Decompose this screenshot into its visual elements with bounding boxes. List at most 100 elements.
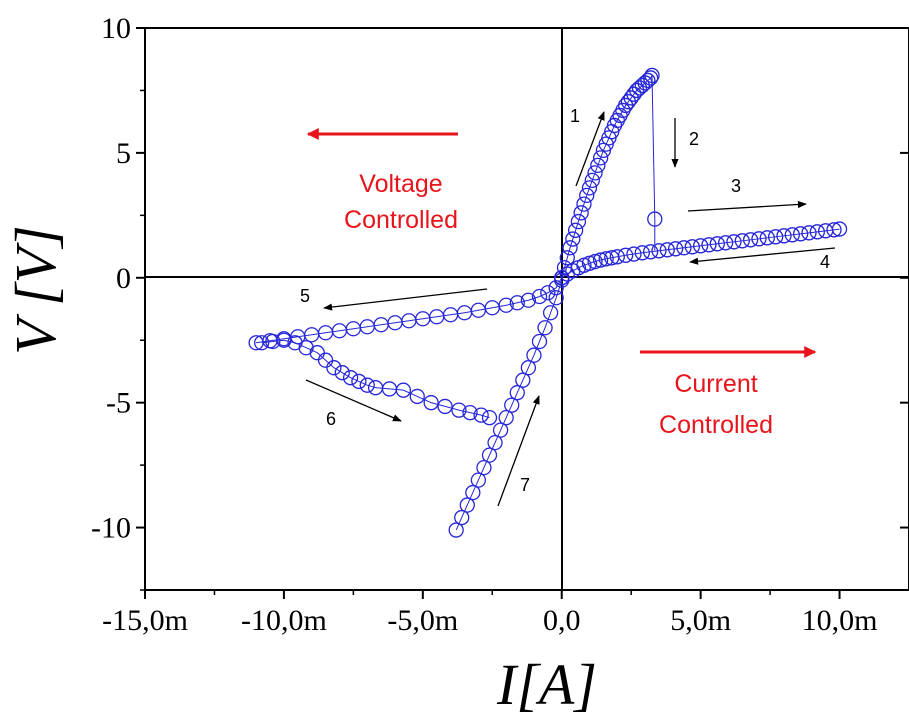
plot-frame — [144, 27, 909, 591]
data-point-1 — [562, 240, 578, 256]
data-point-3-4 — [717, 235, 734, 251]
data-point-6 — [395, 382, 412, 398]
data-point-3-4 — [592, 252, 609, 268]
data-point-5 — [359, 319, 375, 335]
series-line-5 — [256, 277, 563, 344]
x-tick-label: -15,0m — [102, 604, 188, 637]
data-point-3-4 — [598, 251, 614, 267]
data-point-7 — [470, 472, 487, 488]
data-point-7 — [465, 484, 481, 501]
data-point-7 — [542, 305, 559, 321]
data-point-7 — [509, 385, 525, 401]
branch-number-4: 4 — [820, 252, 830, 272]
data-point-6 — [462, 405, 478, 421]
branch-number-6: 6 — [326, 409, 336, 429]
data-point-3-4 — [609, 249, 625, 265]
connector-lines — [256, 75, 840, 531]
data-point-1 — [570, 213, 587, 230]
data-point-1 — [644, 67, 660, 84]
arrow-5 — [323, 288, 488, 311]
y-axis-title: V [V] — [3, 225, 68, 354]
data-point-3-4 — [676, 240, 692, 256]
data-point-1 — [642, 70, 659, 86]
data-point-7 — [459, 497, 475, 513]
branch-arrows — [305, 111, 836, 507]
data-point-3-4 — [642, 244, 659, 260]
data-point-6 — [409, 388, 425, 405]
x-tick-label: 5,0m — [670, 604, 731, 637]
data-point-5 — [415, 311, 431, 327]
branch-number-1: 1 — [570, 106, 580, 126]
data-point-6 — [265, 333, 281, 350]
data-point-1 — [579, 187, 595, 204]
arrow-1 — [575, 111, 605, 187]
x-tick-label: -5,0m — [387, 604, 458, 637]
data-point-5 — [429, 309, 445, 325]
data-point-5 — [317, 325, 334, 341]
data-point-1 — [576, 196, 592, 212]
switch-line — [651, 75, 656, 220]
branch-number-3: 3 — [731, 176, 741, 196]
data-point-6 — [334, 365, 350, 381]
branch-number-2: 2 — [689, 129, 699, 149]
data-point-5 — [520, 292, 537, 308]
data-point-7 — [487, 434, 503, 451]
data-point-3-4 — [801, 225, 817, 241]
data-point-6 — [342, 370, 359, 386]
data-point-1 — [559, 250, 575, 266]
branch-number-5: 5 — [300, 286, 310, 306]
data-point-6 — [359, 377, 375, 393]
data-point-3-4 — [684, 239, 700, 255]
x-tick-label: 10,0m — [802, 604, 878, 637]
data-point-7 — [554, 272, 570, 288]
data-point-7 — [537, 320, 553, 336]
data-point-6 — [351, 373, 367, 390]
data-point-3-4 — [831, 221, 848, 237]
data-point-3-4 — [826, 222, 842, 238]
data-point-5 — [387, 315, 403, 331]
data-point-6 — [481, 410, 498, 426]
data-point-3-4 — [734, 233, 750, 249]
arrow-4 — [689, 247, 836, 265]
data-point-5 — [248, 335, 264, 351]
data-point-3-4 — [667, 241, 684, 257]
data-point-6 — [473, 407, 489, 423]
data-point-3-4 — [767, 229, 784, 245]
data-point-3-4 — [751, 231, 767, 247]
data-point-3-4 — [809, 224, 825, 240]
data-point-6 — [451, 402, 467, 418]
data-point-6 — [381, 381, 398, 397]
branch-numbers: 1 2 3 4 5 6 7 — [300, 106, 830, 495]
y-tick-label: 0 — [116, 262, 131, 295]
data-point-6 — [276, 332, 292, 348]
data-point-7 — [548, 290, 564, 306]
data-point-2 — [647, 211, 663, 227]
data-point-1 — [584, 172, 600, 189]
data-point-6 — [423, 395, 439, 411]
data-point-5 — [442, 307, 459, 323]
data-point-5 — [509, 295, 525, 311]
data-point-7 — [476, 459, 492, 476]
data-point-5 — [470, 302, 487, 318]
x-tick-label: 0,0 — [543, 604, 581, 637]
data-point-7 — [515, 372, 531, 388]
data-point-3-4 — [742, 232, 759, 248]
data-point-3-4 — [587, 253, 603, 270]
tick-labels: -15,0m -10,0m -5,0m 0,0 5,0m 10,0m -10 -5 0 5 10 — [91, 12, 877, 637]
data-point-5 — [540, 285, 556, 301]
data-point-3-4 — [634, 245, 650, 261]
data-point-3-4 — [726, 234, 742, 250]
data-point-5 — [345, 321, 362, 337]
data-point-3-4 — [617, 247, 634, 263]
data-points — [248, 67, 848, 538]
data-point-7 — [526, 347, 542, 363]
data-point-5 — [401, 313, 417, 329]
arrow-3 — [687, 200, 807, 212]
data-point-1 — [565, 231, 581, 247]
data-point-7 — [498, 410, 514, 426]
axis-ticks — [136, 27, 909, 599]
arrow-6 — [305, 379, 402, 422]
data-point-6 — [367, 380, 384, 396]
data-point-1 — [581, 180, 598, 196]
